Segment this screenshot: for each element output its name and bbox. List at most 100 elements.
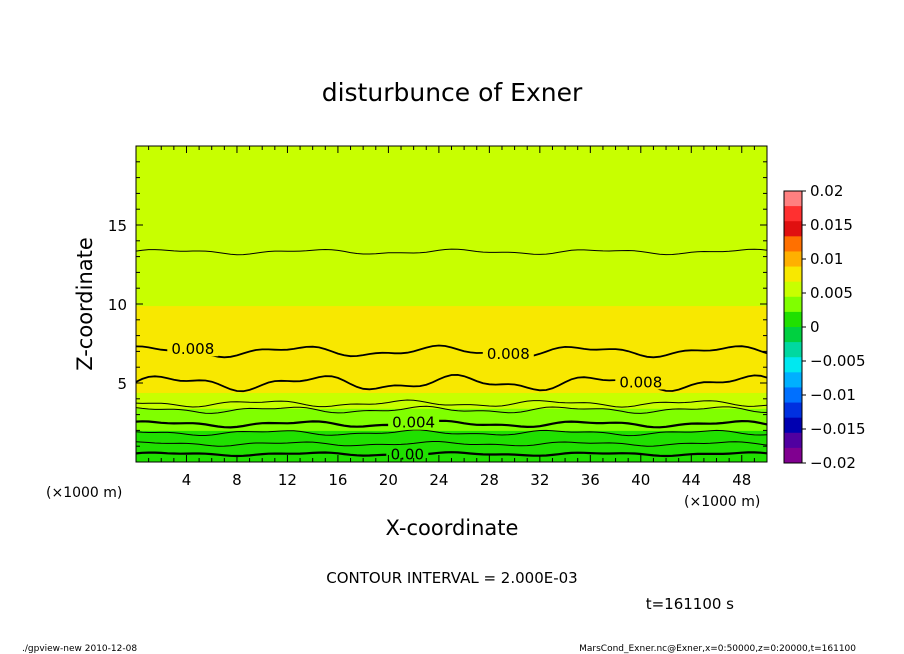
color-band [136, 427, 767, 430]
colorbar-segment [784, 387, 802, 403]
color-band [136, 236, 767, 239]
colorbar-segment [784, 296, 802, 313]
colorbar-segment [784, 327, 802, 343]
x-tick-label: 36 [581, 471, 600, 489]
color-band [136, 251, 767, 254]
color-band [136, 212, 767, 215]
color-band [136, 187, 767, 190]
color-band [136, 356, 767, 359]
color-band [136, 226, 767, 229]
color-band [136, 345, 767, 348]
contour-line [135, 373, 768, 393]
color-band [136, 357, 767, 360]
color-band [136, 311, 767, 314]
color-band [136, 452, 767, 455]
color-band [136, 281, 767, 284]
contour-label: 0.008 [171, 340, 214, 358]
color-band [136, 182, 767, 185]
color-band [136, 267, 767, 270]
colorbar-tick-label: −0.005 [810, 352, 866, 370]
color-band [136, 273, 767, 277]
color-band [136, 229, 767, 232]
color-band [136, 262, 767, 265]
colorbar-segment [784, 342, 802, 358]
colorbar-segment [784, 372, 802, 388]
color-band [136, 343, 767, 346]
color-band [136, 398, 767, 401]
color-band [136, 280, 767, 283]
color-band [136, 417, 767, 420]
color-band [136, 405, 767, 408]
color-band [136, 318, 767, 321]
colorbar-tick-label: −0.02 [810, 454, 856, 472]
color-band [136, 397, 767, 400]
color-band [136, 335, 767, 338]
color-band [136, 210, 767, 213]
color-band [136, 439, 767, 442]
color-band [136, 365, 767, 368]
color-band [136, 313, 767, 316]
x-tick-label: 4 [182, 471, 192, 489]
color-band [136, 161, 767, 164]
colorbar-tick-label: 0.01 [810, 250, 843, 268]
x-tick-label: 28 [480, 471, 499, 489]
colorbar-segment [784, 447, 802, 464]
color-band [136, 258, 767, 261]
color-band [136, 201, 767, 204]
color-band [136, 193, 767, 196]
color-band [136, 340, 767, 343]
colorbar-segment [784, 417, 802, 434]
color-band [136, 275, 767, 278]
color-band [136, 155, 767, 158]
color-band [136, 436, 767, 439]
x-tick-label: 12 [278, 471, 297, 489]
color-band [136, 352, 767, 356]
color-band [136, 383, 767, 386]
contour-line [135, 399, 768, 408]
contour-interval-text: CONTOUR INTERVAL = 2.000E-03 [326, 569, 577, 587]
colorbar [783, 190, 803, 464]
x-axis-ticks: 4 8 12 16 20 24 28 32 36 40 44 48 [135, 146, 768, 489]
x-tick-label: 24 [429, 471, 448, 489]
color-band [136, 390, 767, 393]
color-band [136, 321, 767, 324]
color-band [136, 422, 767, 425]
y-tick-label: 10 [108, 296, 127, 314]
color-band [136, 206, 767, 209]
footer-right: MarsCond_Exner.nc@Exner,x=0:50000,z=0:20… [579, 644, 856, 654]
y-tick-label: 15 [108, 217, 127, 235]
color-band [136, 196, 767, 199]
color-band [136, 326, 767, 329]
color-band [136, 378, 767, 381]
color-band [136, 199, 767, 202]
color-band [136, 392, 767, 395]
color-band [136, 172, 767, 175]
time-label: t=161100 s [646, 595, 734, 613]
color-band [136, 294, 767, 297]
color-band [136, 169, 767, 172]
color-band [136, 443, 767, 446]
color-band [136, 327, 767, 330]
x-unit-right: (×1000 m) [684, 494, 760, 510]
color-band [136, 304, 767, 307]
color-band [136, 215, 767, 218]
color-band [136, 297, 767, 300]
y-tick-label: 5 [117, 375, 127, 393]
color-band [136, 242, 767, 245]
color-band [136, 177, 767, 180]
color-band [136, 433, 767, 436]
colorbar-segment [784, 402, 802, 419]
color-band [136, 277, 767, 280]
color-band [136, 180, 767, 183]
color-band [136, 367, 767, 370]
color-band [136, 228, 767, 231]
color-band [136, 447, 767, 450]
color-band [136, 225, 767, 228]
color-band [136, 220, 767, 223]
color-band [136, 255, 767, 258]
x-tick-label: 40 [631, 471, 650, 489]
color-band [136, 400, 767, 403]
color-band [136, 338, 767, 341]
colorbar-segment [784, 311, 802, 328]
color-band [136, 449, 767, 452]
